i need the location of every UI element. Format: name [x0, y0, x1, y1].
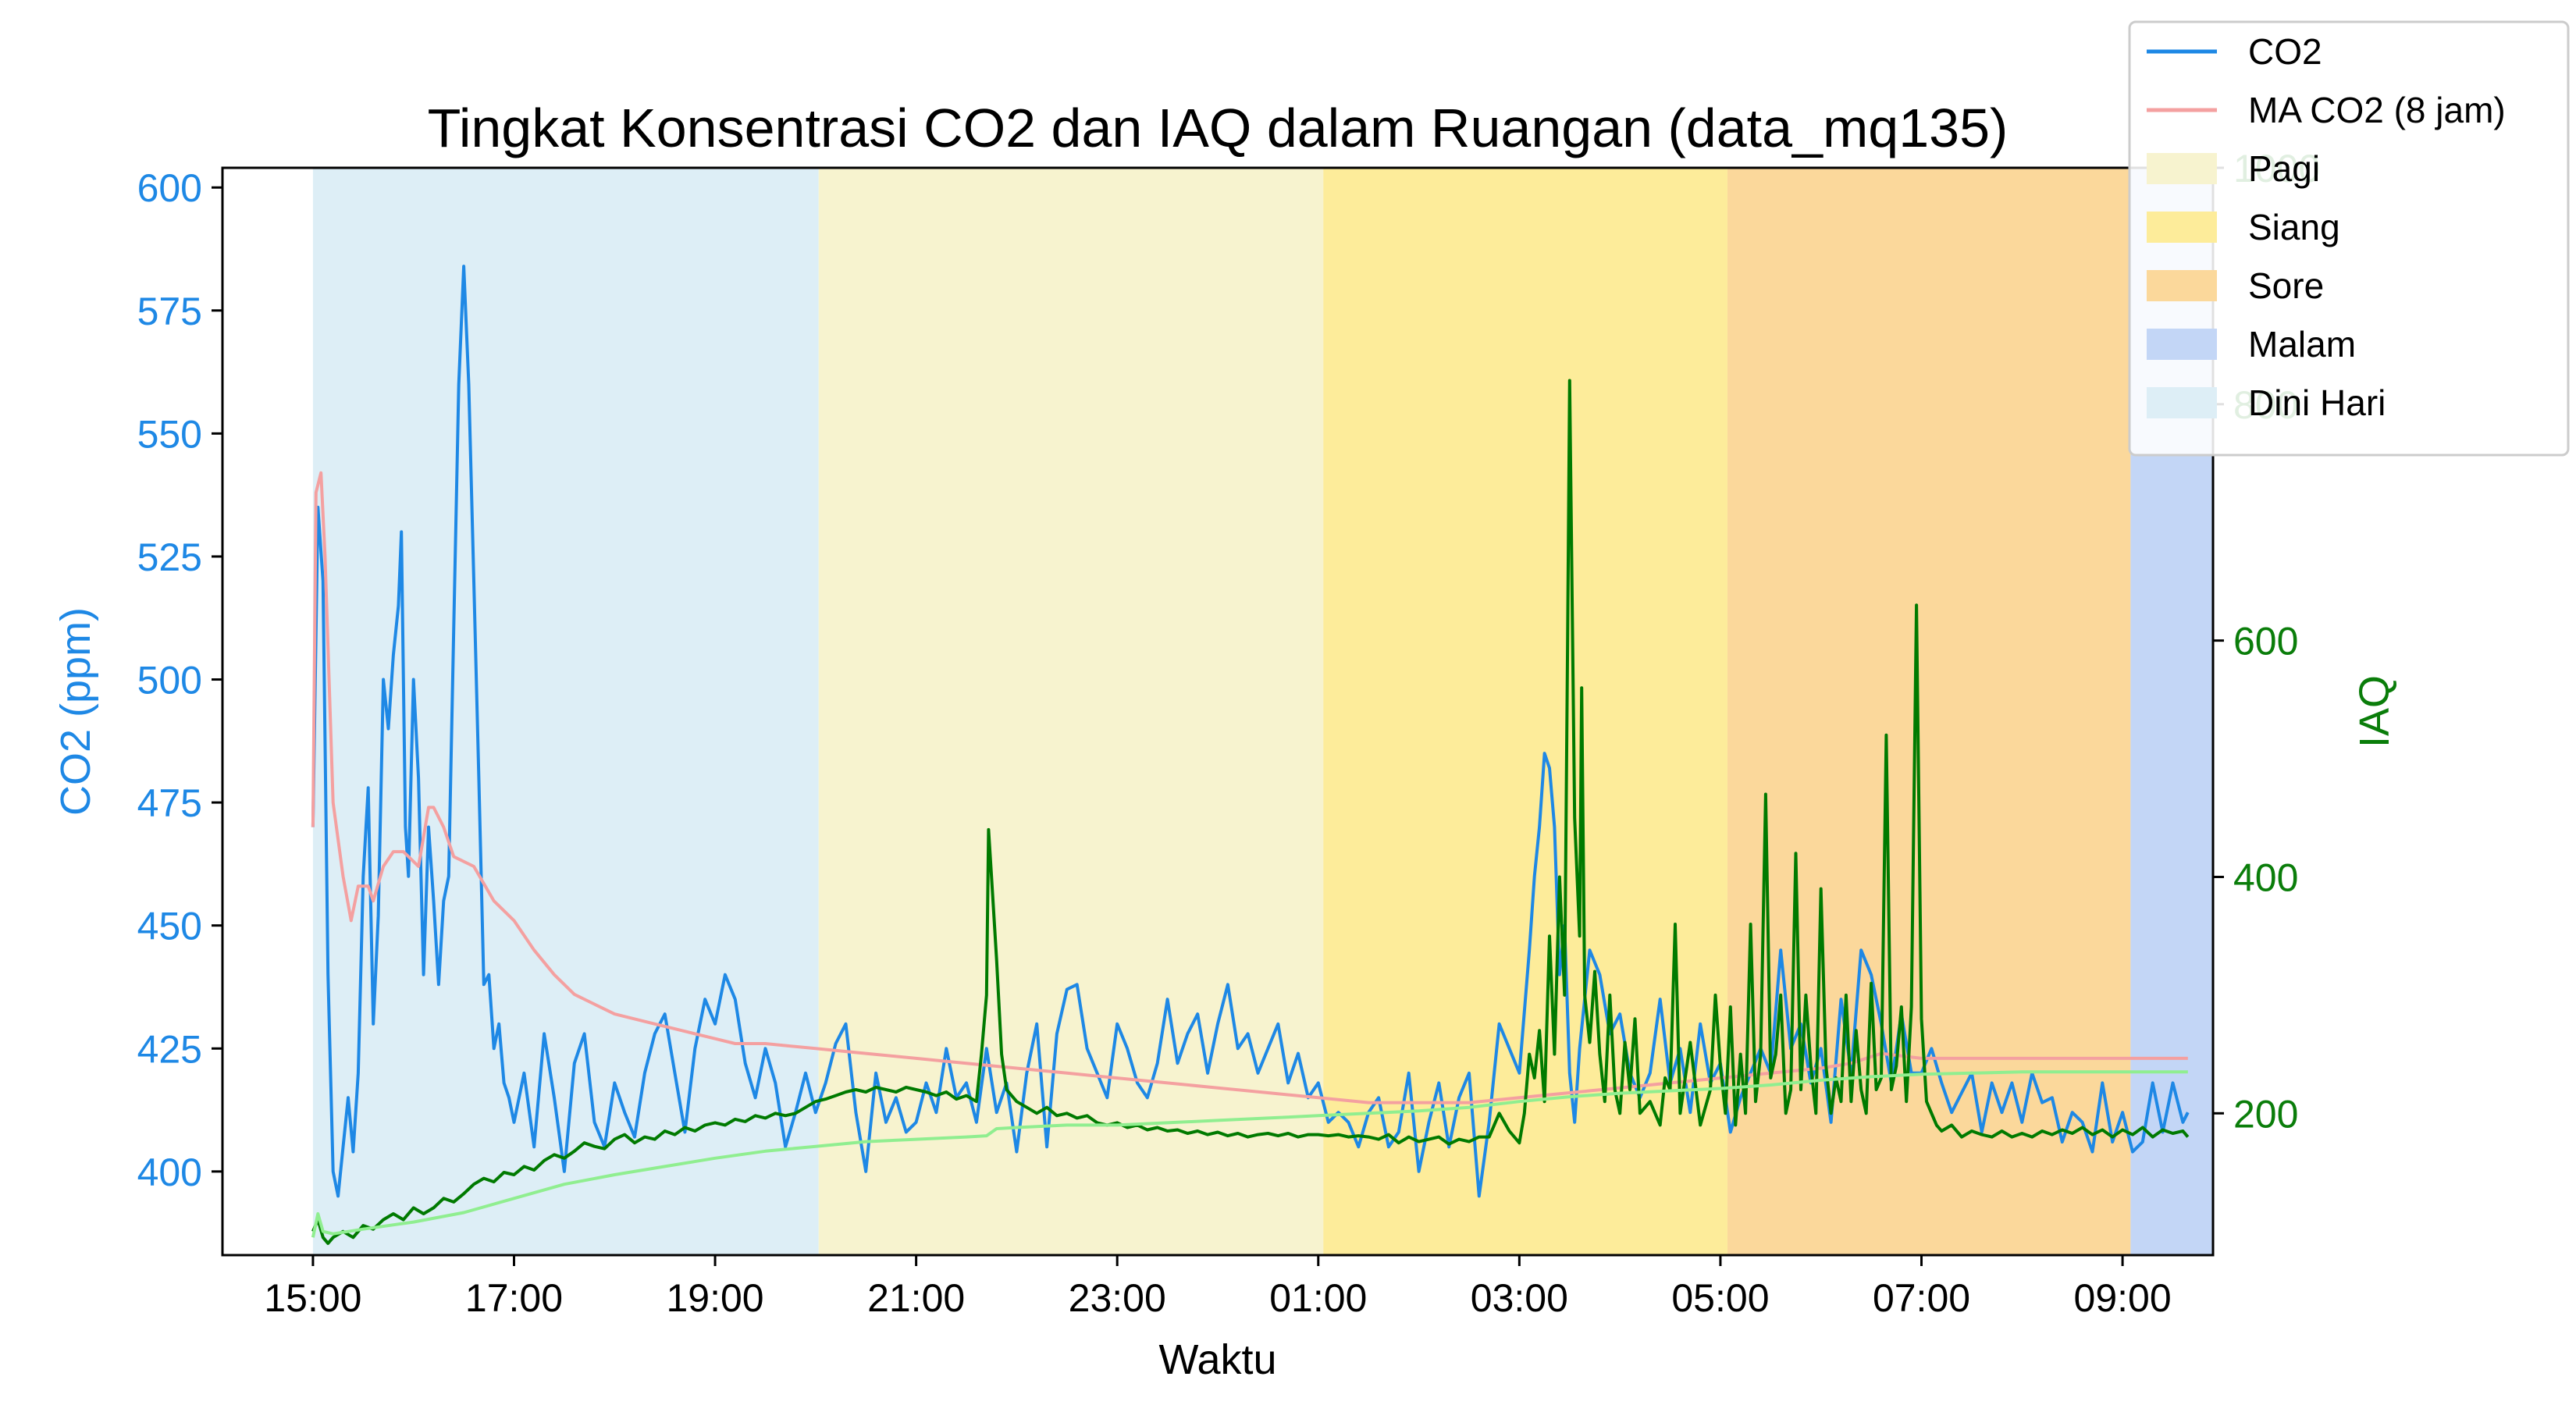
right-tick-label: 400	[2233, 855, 2298, 899]
x-tick-label: 23:00	[1069, 1276, 1166, 1320]
legend-label: Siang	[2248, 207, 2340, 247]
left-tick-label: 600	[137, 166, 202, 210]
legend-patch-swatch	[2147, 329, 2217, 360]
x-tick-label: 17:00	[465, 1276, 563, 1320]
legend-label: Sore	[2248, 265, 2324, 306]
legend-patch-swatch	[2147, 387, 2217, 418]
x-tick-label: 19:00	[666, 1276, 763, 1320]
band-dini-hari	[312, 168, 819, 1255]
plot-frame	[221, 166, 2215, 1257]
legend-item-dini-hari: Dini Hari	[2147, 382, 2386, 423]
series-line-co2	[311, 265, 2190, 1198]
legend-box	[2128, 20, 2570, 457]
legend-item-sore: Sore	[2147, 265, 2324, 306]
legend-patch-swatch	[2147, 153, 2217, 184]
band-siang	[1323, 168, 1727, 1255]
right-tick-label: 200	[2233, 1092, 2298, 1136]
x-axis-ticks: 15:00 17:00 19:00 21:00 23:00 01:00 03:00 05:00…	[264, 1255, 2172, 1320]
left-tick-label: 425	[137, 1027, 202, 1071]
legend-patch-swatch	[2147, 212, 2217, 243]
left-tick-label: 500	[137, 659, 202, 702]
x-tick-label: 15:00	[264, 1276, 361, 1320]
legend-item-co2: CO2	[2147, 31, 2322, 72]
x-tick-label: 05:00	[1671, 1276, 1769, 1320]
x-tick-label: 09:00	[2074, 1276, 2172, 1320]
legend-item-siang: Siang	[2147, 207, 2340, 247]
chart-title: Tingkat Konsentrasi CO2 dan IAQ dalam Ru…	[428, 98, 2008, 158]
left-tick-label: 550	[137, 412, 202, 456]
legend-label: Malam	[2248, 324, 2356, 365]
x-tick-label: 07:00	[1873, 1276, 1970, 1320]
legend-patch-swatch	[2147, 270, 2217, 301]
legend-label: MA CO2 (8 jam)	[2248, 90, 2506, 130]
series-line-unlabeled-3	[311, 1070, 2188, 1238]
right-axis-label: IAQ	[2351, 675, 2398, 748]
x-tick-label: 01:00	[1269, 1276, 1367, 1320]
time-of-day-bands	[312, 168, 2213, 1255]
legend-label: CO2	[2248, 31, 2322, 72]
left-tick-label: 475	[137, 781, 202, 825]
band-sore	[1727, 168, 2131, 1255]
left-axis-ticks: 400 425 450 475 500 525 550 575 600	[137, 166, 222, 1194]
left-tick-label: 450	[137, 905, 202, 948]
x-tick-label: 21:00	[867, 1276, 965, 1320]
x-tick-label: 03:00	[1471, 1276, 1568, 1320]
left-tick-label: 525	[137, 535, 202, 579]
legend-item-malam: Malam	[2147, 324, 2356, 365]
series-line-iaq	[311, 379, 2190, 1245]
legend-label: Pagi	[2248, 148, 2320, 189]
series-lines	[311, 265, 2190, 1245]
right-tick-label: 600	[2233, 620, 2298, 663]
x-axis-label: Waktu	[1158, 1336, 1276, 1383]
left-tick-label: 575	[137, 290, 202, 333]
legend-item-pagi: Pagi	[2147, 148, 2320, 189]
left-axis-label: CO2 (ppm)	[52, 607, 99, 816]
legend-label: Dini Hari	[2248, 382, 2386, 423]
left-tick-label: 400	[137, 1151, 202, 1194]
legend: CO2 MA CO2 (8 jam) Pagi Siang Sore Malam Dini …	[2128, 20, 2570, 457]
legend-item-ma-co2-8-jam: MA CO2 (8 jam)	[2147, 90, 2506, 130]
